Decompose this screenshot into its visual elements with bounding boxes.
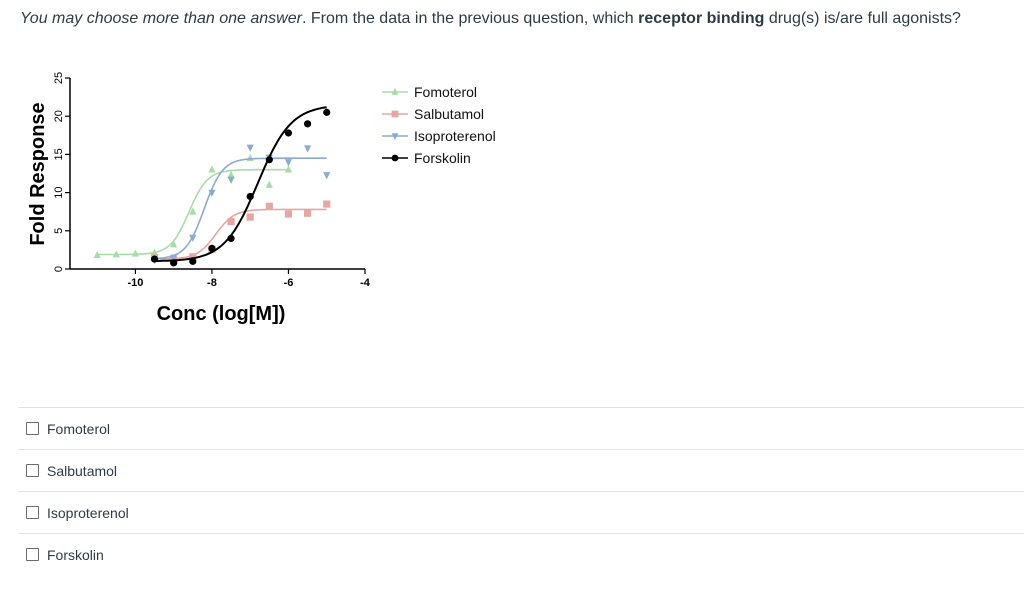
point-isoproterenol [304,145,312,153]
y-tick-label: 25 [53,72,65,84]
legend-marker-salbutamol [391,110,399,118]
answer-label: Fomoterol [47,420,111,437]
y-axis-label: Fold Response [27,102,49,245]
checkbox[interactable] [26,422,39,435]
legend-marker-fomoterol [391,87,399,95]
question-text: You may choose more than one answer. Fro… [20,10,961,28]
point-forskolin [189,257,197,265]
checkbox[interactable] [26,464,39,477]
point-salbutamol [284,210,293,218]
y-tick-label: 10 [53,186,65,198]
legend-marker-isoproterenol [391,133,399,141]
point-isoproterenol [246,144,254,152]
question-instruction: You may choose more than one answer [20,10,302,27]
answer-label: Salbutamol [47,462,118,479]
legend-marker-forskolin [391,154,399,162]
answer-option-forskolin[interactable]: Forskolin [18,533,1024,575]
point-forskolin [284,129,293,137]
y-tick-label: 5 [53,228,65,234]
curve-forskolin [154,106,327,262]
curve-fomoterol [97,168,289,256]
point-forskolin [170,259,178,267]
curve-isoproterenol [154,157,327,260]
point-fomoterol [208,165,216,173]
point-isoproterenol [189,234,197,242]
question-text-part1: . From the data in the previous question… [301,10,639,27]
point-isoproterenol [170,254,178,262]
point-salbutamol [227,218,235,226]
answer-option-fomoterol[interactable]: Fomoterol [18,407,1024,449]
dose-response-chart: 0 5 10 15 20 25 -10 -8 -6 -4 Fold Response Conc (lo… [27,72,496,325]
point-isoproterenol [208,189,216,197]
point-forskolin [246,192,254,201]
point-salbutamol [246,213,254,221]
answer-label: Forskolin [47,546,104,563]
y-tick-label: 15 [53,148,65,160]
y-tick-label: 20 [53,110,65,122]
question-text-part2: drug(s) is/are full agonists? [764,10,961,27]
checkbox[interactable] [26,506,39,519]
point-fomoterol [170,240,178,248]
point-fomoterol [227,170,235,178]
question-emphasis: receptor binding [638,10,765,27]
legend-label-salbutamol: Salbutamol [414,106,484,122]
legend-label-isoproterenol: Isoproterenol [414,128,496,144]
x-tick-label: -6 [284,277,294,289]
point-fomoterol [265,180,273,188]
point-salbutamol [265,202,273,210]
legend-label-fomoterol: Fomoterol [414,84,477,100]
point-fomoterol [131,249,139,257]
point-forskolin [150,255,159,263]
point-salbutamol [304,209,312,217]
x-tick-label: -10 [127,277,143,289]
answer-option-isoproterenol[interactable]: Isoproterenol [18,491,1024,533]
point-fomoterol [189,207,197,215]
point-fomoterol [246,153,254,162]
point-forskolin [304,120,312,128]
legend-label-forskolin: Forskolin [414,150,471,166]
point-isoproterenol [323,172,331,180]
y-tick-label: 0 [53,266,65,272]
answer-label: Isoproterenol [47,504,129,521]
point-fomoterol [112,250,120,258]
point-forskolin [227,234,235,243]
checkbox[interactable] [26,548,39,561]
x-axis-label: Conc (log[M]) [157,303,286,325]
point-fomoterol [284,165,293,173]
x-tick-label: -8 [207,277,217,289]
x-tick-label: -4 [360,277,371,289]
answer-option-salbutamol[interactable]: Salbutamol [18,449,1024,491]
point-isoproterenol [284,159,293,167]
answer-list: Fomoterol Salbutamol Isoproterenol Forsk… [18,407,1024,575]
point-forskolin [323,108,331,116]
point-isoproterenol [227,176,235,184]
point-forskolin [265,156,273,164]
curve-salbutamol [154,208,327,260]
point-salbutamol [323,200,331,208]
point-salbutamol [189,253,197,261]
point-fomoterol [93,250,101,259]
point-forskolin [208,244,216,252]
